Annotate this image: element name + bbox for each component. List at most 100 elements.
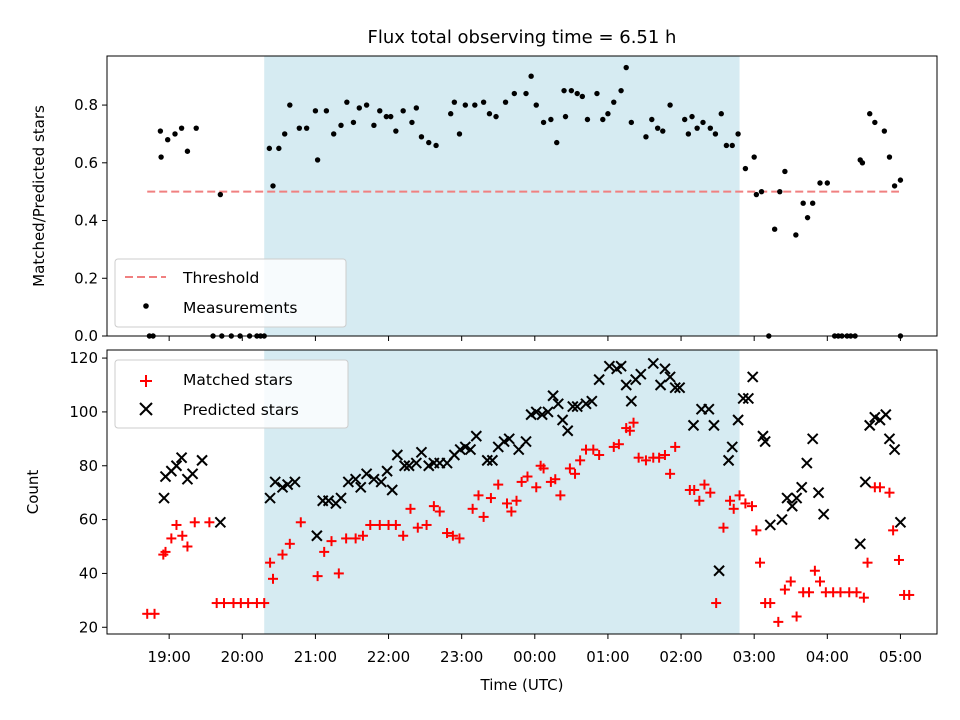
measurement-point: [480, 99, 487, 105]
predicted-star-point: [264, 492, 276, 504]
predicted-star-point: [415, 446, 428, 459]
matched-star-point: [189, 517, 200, 528]
predicted-star-point: [737, 392, 749, 405]
matched-star-point: [804, 587, 815, 598]
ratio-y-tick-label: 0.2: [74, 269, 98, 287]
measurement-point: [451, 99, 458, 105]
predicted-star-point: [158, 492, 170, 504]
measurement-point: [611, 99, 617, 105]
matched-star-point: [746, 501, 757, 512]
measurement-point: [330, 131, 337, 137]
predicted-star-point: [322, 495, 335, 507]
measurement-point: [493, 113, 499, 120]
measurement-point: [881, 128, 888, 134]
measurement-point: [462, 102, 469, 108]
predicted-star-point: [170, 460, 183, 472]
legend-matched-swatch: [140, 375, 152, 387]
measurement-point: [554, 139, 560, 146]
predicted-star-point: [742, 392, 755, 405]
predicted-star-point: [403, 460, 415, 472]
matched-star-point: [689, 484, 700, 495]
ratio-y-tick-label: 0.6: [74, 154, 98, 172]
matched-star-point: [613, 439, 624, 450]
measurement-point: [533, 102, 539, 108]
matched-star-point: [312, 571, 323, 582]
measurement-point: [867, 111, 873, 117]
measurement-point: [363, 102, 370, 108]
predicted-star-point: [580, 398, 592, 410]
count-y-tick-label: 120: [69, 349, 98, 367]
matched-star-point: [319, 546, 330, 557]
matched-star-point: [728, 503, 739, 514]
predicted-star-point: [470, 430, 483, 442]
measurement-point: [718, 111, 724, 117]
matched-star-point: [341, 533, 352, 544]
matched-star-point: [265, 557, 276, 568]
predicted-star-point: [801, 457, 813, 469]
predicted-star-point: [349, 473, 362, 485]
matched-star-point: [511, 495, 522, 506]
measurement-point: [605, 111, 611, 117]
predicted-star-point: [722, 454, 735, 467]
predicted-star-point: [571, 400, 583, 413]
measurement-point: [561, 87, 567, 94]
matched-star-point: [773, 616, 784, 627]
predicted-star-point: [175, 451, 188, 464]
count-legend: Matched stars Predicted stars: [114, 359, 349, 429]
predicted-star-point: [520, 435, 532, 448]
measurement-point: [872, 119, 878, 126]
x-tick-label: 23:00: [440, 648, 483, 666]
count-y-axis-label: Count: [24, 470, 42, 515]
matched-star-point: [374, 519, 385, 530]
predicted-star-point: [620, 379, 632, 391]
count-legend-box: [114, 359, 349, 429]
predicted-star-point: [360, 468, 373, 480]
predicted-star-point: [776, 513, 788, 526]
predicted-star-point: [759, 435, 771, 448]
x-tick-label: 19:00: [148, 648, 191, 666]
measurement-point: [694, 125, 700, 131]
matched-star-point: [502, 498, 513, 509]
measurement-point: [562, 113, 569, 120]
matched-star-point: [640, 455, 651, 466]
measurement-point: [350, 119, 357, 126]
predicted-star-point: [289, 476, 301, 488]
measurement-point: [712, 131, 719, 137]
matched-star-point: [550, 474, 561, 485]
matched-star-point: [421, 519, 432, 530]
predicted-star-point: [796, 481, 808, 493]
matched-star-point: [594, 449, 605, 460]
measurement-point: [486, 111, 493, 117]
matched-star-point: [755, 557, 766, 568]
predicted-star-point: [817, 508, 830, 520]
ratio-plot-frame: [106, 55, 938, 337]
measurement-point: [723, 142, 730, 149]
measurement-point: [282, 131, 288, 137]
measurement-point: [164, 137, 171, 143]
measurement-point: [502, 99, 509, 105]
matched-star-point: [295, 517, 306, 528]
predicted-star-point: [790, 492, 803, 504]
matched-star-point: [284, 538, 295, 549]
matched-star-point: [350, 533, 361, 544]
matched-star-point: [884, 487, 895, 498]
measurement-point: [528, 73, 534, 79]
measurement-point: [667, 102, 673, 108]
measurement-point: [600, 116, 606, 123]
matched-star-point: [522, 471, 533, 482]
matched-star-point: [555, 490, 566, 501]
ratio-legend-box: [114, 258, 347, 328]
matched-star-point: [493, 479, 504, 490]
predicted-star-point: [708, 419, 720, 432]
matched-star-point: [467, 503, 478, 514]
measurement-point: [413, 105, 420, 111]
predicted-star-point: [542, 406, 554, 418]
predicted-star-point: [311, 530, 323, 542]
matched-star-point: [412, 522, 423, 533]
predicted-star-point: [486, 454, 499, 467]
measurement-point: [270, 183, 276, 189]
measurement-point: [433, 142, 439, 149]
count-y-tick-label: 40: [79, 564, 98, 582]
matched-star-point: [718, 522, 729, 533]
